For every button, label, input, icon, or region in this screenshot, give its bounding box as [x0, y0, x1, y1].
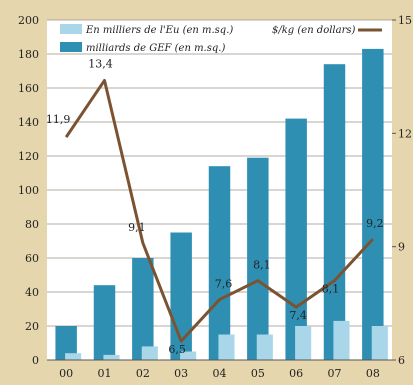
legend-swatch-light: [60, 24, 82, 34]
bar-dark: [55, 326, 77, 360]
left-tick-label: 160: [18, 82, 39, 95]
x-tick-label: 03: [174, 367, 188, 380]
bar-dark: [362, 48, 384, 361]
price-labels: 11,9 13,4 9,1 6,5 7,6 8,1 7,4 8,1 9,2: [46, 57, 384, 356]
x-tick-label: 07: [328, 367, 342, 380]
right-tick-label: 9: [398, 241, 405, 254]
legend-label-dark: milliards de GEF (en m.sq.): [86, 43, 225, 54]
price-label: 9,1: [128, 221, 146, 234]
bar-dark: [132, 258, 154, 360]
price-label: 9,2: [366, 217, 384, 230]
bar-light: [256, 334, 273, 360]
x-tick-label: 06: [289, 367, 303, 380]
left-tick-label: 180: [18, 48, 39, 61]
x-axis: 00 01 02 03 04 05 06 07 08: [47, 359, 392, 380]
bar-dark: [208, 166, 231, 360]
price-label: 6,5: [168, 343, 186, 356]
right-tick-label: 6: [398, 354, 405, 367]
left-tick-label: 80: [25, 218, 39, 231]
left-tick-label: 200: [18, 14, 39, 27]
price-label: 8,1: [322, 283, 340, 296]
left-axis: 0 20 40 60 80 100 120 140 160 180 200: [18, 14, 39, 367]
bar-light: [141, 346, 158, 360]
legend-label-light: En milliers de l'Eu (en m.sq.): [85, 25, 233, 36]
right-axis: 6 9 12 15: [392, 14, 412, 367]
left-tick-label: 40: [25, 286, 39, 299]
price-line-path: [64, 78, 374, 343]
x-tick-label: 01: [98, 367, 112, 380]
price-label: 11,9: [46, 113, 71, 126]
bar-light: [65, 353, 82, 360]
left-tick-label: 0: [32, 354, 39, 367]
bar-light: [180, 351, 197, 360]
x-tick-label: 08: [366, 367, 380, 380]
x-tick-label: 02: [136, 367, 150, 380]
bar-light: [103, 354, 120, 360]
price-label: 13,4: [88, 57, 113, 70]
right-tick-label: 15: [398, 14, 412, 27]
bar-dark: [247, 157, 269, 360]
bars: [55, 48, 388, 361]
bar-light: [371, 326, 388, 360]
x-tick-label: 05: [251, 367, 265, 380]
price-line: [64, 78, 374, 343]
bar-dark: [285, 118, 307, 360]
left-tick-label: 140: [18, 116, 39, 129]
x-tick-label: 00: [59, 367, 73, 380]
bar-light: [218, 334, 235, 360]
legend: En milliers de l'Eu (en m.sq.) milliards …: [60, 24, 382, 54]
bar-light: [295, 326, 312, 360]
left-tick-label: 20: [25, 320, 39, 333]
left-tick-label: 120: [18, 150, 39, 163]
x-tick-label: 04: [213, 367, 227, 380]
left-tick-label: 100: [18, 184, 39, 197]
price-label: 7,4: [289, 309, 307, 322]
legend-swatch-dark: [60, 42, 82, 52]
right-tick-label: 12: [398, 127, 412, 140]
price-label: 8,1: [253, 259, 271, 272]
bar-dark: [93, 285, 116, 360]
left-tick-label: 60: [25, 252, 39, 265]
bar-dark: [323, 64, 346, 360]
bar-light: [333, 320, 350, 360]
price-label: 7,6: [215, 278, 233, 291]
legend-label-line: $/kg (en dollars): [272, 25, 356, 36]
